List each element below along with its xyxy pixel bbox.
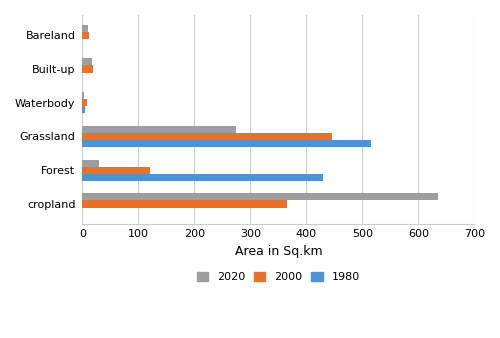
- Bar: [82, 32, 89, 39]
- X-axis label: Area in Sq.km: Area in Sq.km: [234, 245, 322, 258]
- Bar: [82, 58, 92, 66]
- Bar: [82, 106, 85, 114]
- Bar: [82, 133, 332, 140]
- Bar: [82, 167, 150, 174]
- Bar: [82, 126, 236, 133]
- Bar: [82, 174, 323, 181]
- Legend: 2020, 2000, 1980: 2020, 2000, 1980: [193, 267, 364, 287]
- Bar: [82, 66, 92, 73]
- Bar: [82, 193, 438, 200]
- Bar: [82, 92, 84, 99]
- Bar: [82, 140, 371, 147]
- Bar: [82, 200, 287, 208]
- Bar: [82, 160, 99, 167]
- Bar: [82, 99, 87, 106]
- Bar: [82, 25, 88, 32]
